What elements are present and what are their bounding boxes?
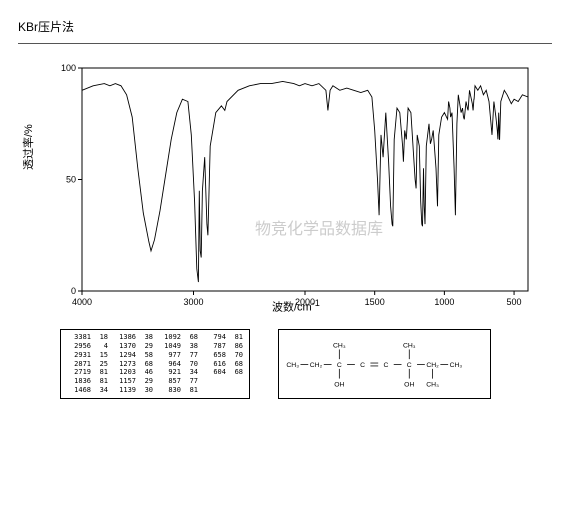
peak-pct: 77: [183, 351, 200, 360]
peak-wn: 658: [200, 351, 228, 360]
svg-text:1000: 1000: [434, 297, 454, 307]
peak-wn: 1836: [65, 377, 93, 386]
peak-wn: 1468: [65, 386, 93, 395]
svg-text:1500: 1500: [365, 297, 385, 307]
peak-pct: 58: [138, 351, 155, 360]
peak-wn: 787: [200, 342, 228, 351]
svg-text:100: 100: [61, 63, 76, 73]
svg-text:3000: 3000: [183, 297, 203, 307]
peak-wn: 1049: [155, 342, 183, 351]
svg-text:CH₃: CH₃: [426, 381, 439, 388]
peak-pct: 77: [183, 377, 200, 386]
peak-pct: 30: [138, 386, 155, 395]
chart-svg: 40003000200015001000500050100 物竞化学品数据库: [40, 62, 540, 317]
peak-wn: 830: [155, 386, 183, 395]
peak-wn: 794: [200, 333, 228, 342]
peak-wn: 1139: [110, 386, 138, 395]
svg-text:OH: OH: [404, 381, 414, 388]
peak-pct: 29: [138, 377, 155, 386]
peak-pct: 81: [93, 368, 110, 377]
peak-wn: 1157: [110, 377, 138, 386]
svg-text:CH₃: CH₃: [333, 342, 346, 349]
peak-pct: 70: [183, 360, 200, 369]
svg-text:C: C: [407, 362, 412, 369]
peak-wn: 1386: [110, 333, 138, 342]
peak-wn: 1370: [110, 342, 138, 351]
peak-wn: 616: [200, 360, 228, 369]
peak-pct: 81: [183, 386, 200, 395]
divider: [18, 43, 552, 44]
svg-text:C: C: [383, 362, 388, 369]
svg-text:CH₂: CH₂: [310, 362, 323, 369]
svg-text:500: 500: [507, 297, 522, 307]
peak-wn: [200, 377, 228, 386]
peak-pct: 70: [228, 351, 245, 360]
svg-text:C: C: [360, 362, 365, 369]
peak-wn: 1203: [110, 368, 138, 377]
peak-wn: [200, 386, 228, 395]
peak-pct: 4: [93, 342, 110, 351]
peak-wn: 2956: [65, 342, 93, 351]
svg-text:C: C: [337, 362, 342, 369]
peak-wn: 1092: [155, 333, 183, 342]
svg-text:CH₃: CH₃: [450, 362, 463, 369]
y-axis-label: 透过率/%: [20, 124, 36, 170]
method-title: KBr压片法: [18, 18, 552, 35]
x-axis-label: 波数/cm-1: [272, 298, 320, 315]
peak-pct: 38: [183, 342, 200, 351]
peak-table: 3381181386381092687948129564137029104938…: [60, 329, 250, 399]
peak-wn: 2931: [65, 351, 93, 360]
peak-wn: 2719: [65, 368, 93, 377]
peak-pct: 18: [93, 333, 110, 342]
svg-text:0: 0: [71, 286, 76, 296]
peak-wn: 2871: [65, 360, 93, 369]
svg-text:CH₃: CH₃: [403, 342, 416, 349]
peak-pct: 34: [183, 368, 200, 377]
ir-spectrum-chart: 透过率/% 40003000200015001000500050100 物竞化学…: [40, 62, 540, 317]
svg-text:OH: OH: [334, 381, 344, 388]
svg-text:50: 50: [66, 175, 76, 185]
peak-pct: 68: [228, 360, 245, 369]
peak-pct: 25: [93, 360, 110, 369]
peak-pct: 81: [93, 377, 110, 386]
svg-text:CH₂: CH₂: [426, 362, 439, 369]
molecule-structure: CH₃ CH₂ C C C C CH₂ CH₃ CH₃ OH CH₃ OH CH₃: [278, 329, 491, 399]
peak-pct: 68: [228, 368, 245, 377]
watermark: 物竞化学品数据库: [255, 220, 383, 238]
peak-pct: 68: [138, 360, 155, 369]
peak-wn: 604: [200, 368, 228, 377]
peak-pct: 38: [138, 333, 155, 342]
peak-wn: 857: [155, 377, 183, 386]
peak-pct: 29: [138, 342, 155, 351]
peak-wn: 964: [155, 360, 183, 369]
svg-text:4000: 4000: [72, 297, 92, 307]
peak-pct: [228, 386, 245, 395]
peak-wn: 1273: [110, 360, 138, 369]
peak-pct: 34: [93, 386, 110, 395]
peak-wn: 977: [155, 351, 183, 360]
svg-text:CH₃: CH₃: [286, 362, 299, 369]
peak-pct: 15: [93, 351, 110, 360]
peak-pct: 86: [228, 342, 245, 351]
peak-pct: [228, 377, 245, 386]
peak-pct: 68: [183, 333, 200, 342]
peak-wn: 921: [155, 368, 183, 377]
peak-wn: 1294: [110, 351, 138, 360]
peak-pct: 81: [228, 333, 245, 342]
peak-wn: 3381: [65, 333, 93, 342]
peak-pct: 46: [138, 368, 155, 377]
